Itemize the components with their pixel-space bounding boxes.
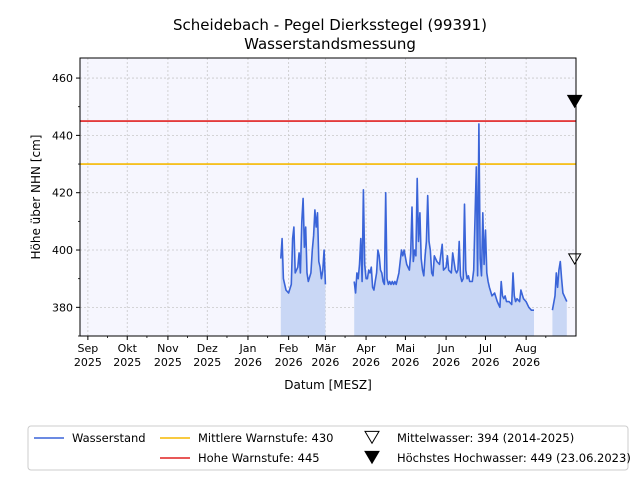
y-axis-label: Höhe über NHN [cm] — [29, 135, 43, 260]
x-tick-label-month: Jan — [238, 342, 256, 355]
plot-frame — [79, 57, 577, 337]
water-level-line — [280, 197, 327, 294]
water-level-line — [353, 123, 534, 312]
legend-box — [27, 425, 629, 471]
water-level-line — [551, 260, 568, 311]
x-tick-label-month: Sep — [78, 342, 99, 355]
x-tick-label-year: 2025 — [193, 356, 221, 369]
x-axis-label: Datum [MESZ] — [284, 378, 372, 392]
x-tick-label-month: Aug — [515, 342, 536, 355]
x-tick-label-year: 2026 — [512, 356, 540, 369]
legend-label: Höchstes Hochwasser: 449 (23.06.2023) — [397, 451, 631, 465]
y-tick-label: 400 — [52, 244, 73, 257]
x-tick-label-year: 2025 — [74, 356, 102, 369]
y-tick-label: 380 — [52, 301, 73, 314]
highest-flood-marker — [566, 94, 583, 109]
x-tick-label-month: Feb — [279, 342, 298, 355]
legend: Wasserstand Mittlere Warnstufe: 430 Hohe W… — [27, 425, 631, 471]
warning-levels — [80, 120, 576, 165]
legend-open-triangle-icon — [364, 430, 380, 445]
x-tick-label-month: Jun — [437, 342, 455, 355]
x-tick-label-year: 2025 — [154, 356, 182, 369]
x-tick-label-month: Mai — [396, 342, 415, 355]
mean-water-marker — [567, 253, 582, 266]
x-tick-label-year: 2026 — [234, 356, 262, 369]
x-tick-label-year: 2026 — [432, 356, 460, 369]
legend-filled-triangle-icon — [364, 450, 380, 465]
water-level-area — [354, 123, 534, 337]
legend-label: Wasserstand — [72, 431, 146, 445]
legend-label: Mittelwasser: 394 (2014-2025) — [397, 431, 574, 445]
legend-label: Mittlere Warnstufe: 430 — [198, 431, 334, 445]
y-tick-label: 460 — [52, 72, 73, 85]
x-tick-label-month: Apr — [357, 342, 377, 355]
x-tick-label-month: Nov — [157, 342, 179, 355]
x-tick-label-year: 2026 — [352, 356, 380, 369]
y-tick-label: 440 — [52, 129, 73, 142]
chart-title: Scheidebach - Pegel Dierksstegel (99391) — [173, 16, 487, 34]
x-tick-label-month: Mär — [315, 342, 336, 355]
x-tick-label-month: Dez — [197, 342, 218, 355]
legend-label: Hohe Warnstufe: 445 — [198, 451, 320, 465]
plot-area — [80, 58, 576, 336]
x-tick-label-month: Jul — [478, 342, 492, 355]
y-tick-label: 420 — [52, 187, 73, 200]
chart-subtitle: Wasserstandsmessung — [244, 35, 416, 53]
x-tick-label-year: 2026 — [275, 356, 303, 369]
x-tick-label-year: 2026 — [311, 356, 339, 369]
reference-markers — [566, 94, 583, 266]
y-axis-ticks: 380 400 420 440 460 — [52, 72, 80, 337]
x-tick-label-year: 2025 — [113, 356, 141, 369]
x-tick-label-month: Okt — [118, 342, 138, 355]
water-level-series — [280, 123, 568, 312]
x-tick-label-year: 2026 — [471, 356, 499, 369]
x-axis-ticks: Sep2025Okt2025Nov2025Dez2025Jan2026Feb20… — [74, 336, 547, 369]
x-tick-label-year: 2026 — [391, 356, 419, 369]
